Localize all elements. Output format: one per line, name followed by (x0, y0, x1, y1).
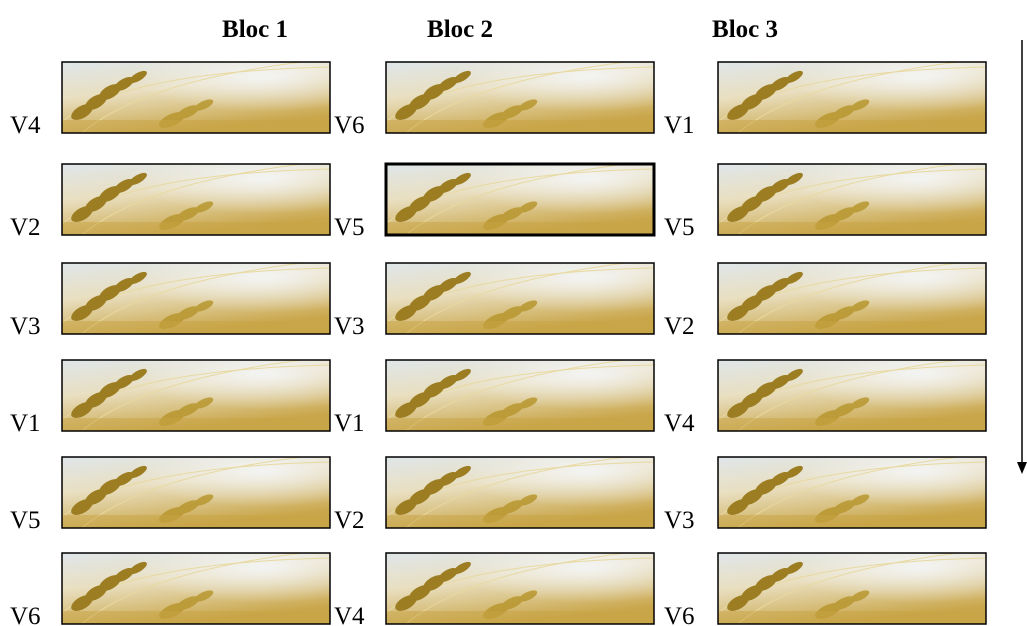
plot-frame (717, 163, 987, 236)
plot-label: V4 (334, 603, 365, 626)
plot-image (718, 360, 986, 431)
plot-image (718, 164, 986, 235)
plot-image (386, 164, 654, 235)
arrow-head (1017, 462, 1027, 474)
plot-label: V5 (10, 507, 41, 534)
plot-image (386, 457, 654, 528)
plot-label: V4 (10, 112, 41, 139)
plot-image (62, 62, 330, 133)
plot-frame (61, 359, 331, 432)
plot-label: V3 (334, 313, 365, 340)
plot-frame (717, 456, 987, 529)
plot-image (718, 457, 986, 528)
plot-image (62, 164, 330, 235)
plot-image (386, 553, 654, 624)
plot-label: V1 (10, 410, 41, 437)
plot-image (386, 360, 654, 431)
plot-frame (61, 456, 331, 529)
plot-image (386, 62, 654, 133)
plot-label: V6 (334, 112, 365, 139)
plot-label: V4 (664, 410, 695, 437)
plot-image (62, 360, 330, 431)
plot-image (62, 553, 330, 624)
plot-frame (384, 162, 656, 237)
plot-frame (717, 359, 987, 432)
plot-label: V2 (10, 214, 41, 241)
plot-frame (61, 262, 331, 335)
plot-label: V6 (664, 603, 695, 626)
plot-frame (61, 163, 331, 236)
plot-label: V5 (664, 214, 695, 241)
plot-label: V3 (664, 507, 695, 534)
plot-label: V2 (664, 313, 695, 340)
plot-frame (385, 359, 655, 432)
plot-label: V3 (10, 313, 41, 340)
plot-image (718, 263, 986, 334)
block-title: Bloc 2 (427, 16, 493, 43)
plot-image (62, 457, 330, 528)
plot-label: V1 (664, 112, 695, 139)
plot-frame (61, 61, 331, 134)
plot-label: V6 (10, 603, 41, 626)
plot-image (386, 263, 654, 334)
plot-frame (385, 552, 655, 625)
plot-label: V2 (334, 507, 365, 534)
block-title: Bloc 1 (222, 16, 288, 43)
plot-frame (717, 552, 987, 625)
plot-label: V5 (334, 214, 365, 241)
plot-frame (717, 61, 987, 134)
plot-frame (385, 456, 655, 529)
plot-image (718, 62, 986, 133)
block-title: Bloc 3 (712, 16, 778, 43)
plot-frame (717, 262, 987, 335)
plot-frame (61, 552, 331, 625)
plot-label: V1 (334, 410, 365, 437)
plot-image (718, 553, 986, 624)
plot-frame (385, 262, 655, 335)
plot-frame (385, 61, 655, 134)
plot-image (62, 263, 330, 334)
